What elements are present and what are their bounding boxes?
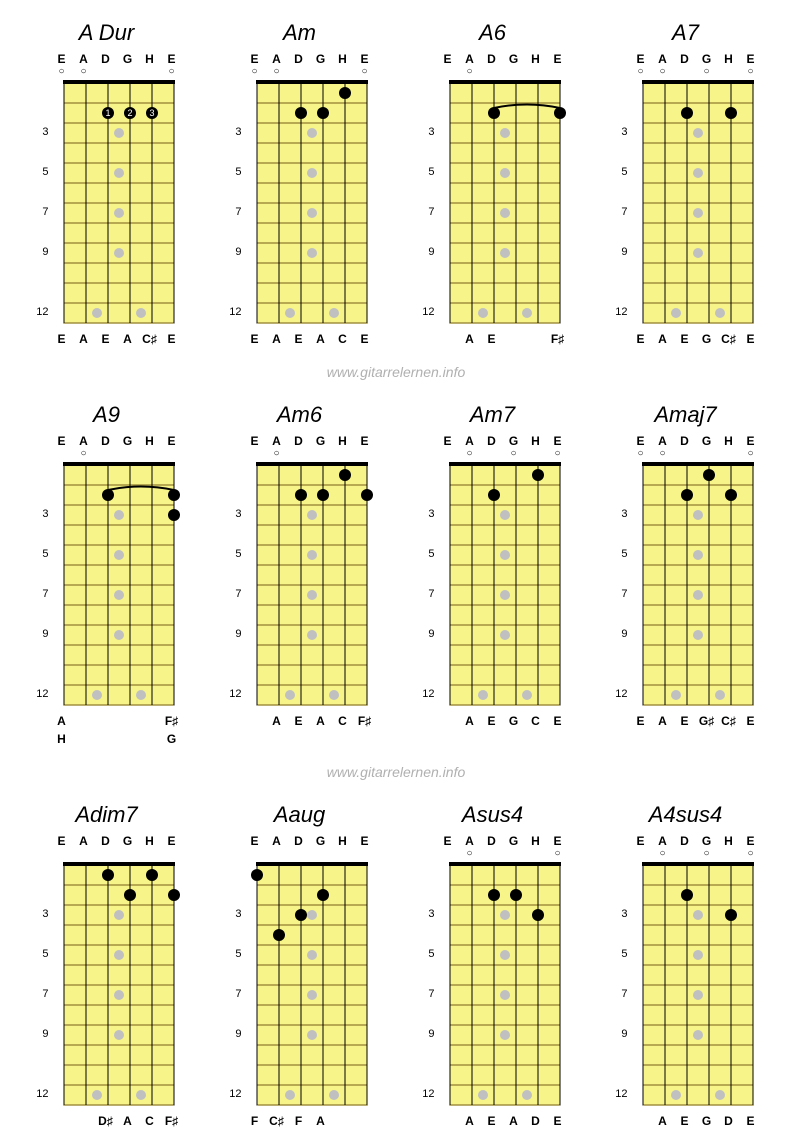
fretboard bbox=[53, 460, 185, 710]
note-labels: EAEGC♯E bbox=[600, 332, 772, 346]
tuning-labels: EADGHE bbox=[600, 52, 772, 66]
fretboard bbox=[439, 860, 571, 1110]
open-string-row: ○○○○ bbox=[600, 66, 772, 76]
fretboard bbox=[246, 460, 378, 710]
fretboard bbox=[246, 860, 378, 1110]
open-string-row bbox=[21, 848, 193, 858]
fret-numbers: 357912 bbox=[415, 78, 439, 318]
fretboard bbox=[53, 860, 185, 1110]
note-labels: AEGCE bbox=[407, 714, 579, 728]
chord-title: Am7 bbox=[470, 402, 515, 428]
fret-numbers: 357912 bbox=[222, 860, 246, 1100]
svg-text:2: 2 bbox=[127, 108, 132, 118]
tuning-labels: EADGHE bbox=[407, 434, 579, 448]
open-string-row: ○○○ bbox=[600, 848, 772, 858]
note-labels: AEADE bbox=[407, 1114, 579, 1128]
open-string-row: ○○○ bbox=[600, 448, 772, 458]
fret-numbers: 357912 bbox=[608, 78, 632, 318]
chord-diagram: Asus4 EADGHE○○ 357912 AEADE bbox=[406, 802, 579, 1128]
chord-diagram: Am6 EADGHE○ 357912 AEACF♯ bbox=[213, 402, 386, 746]
open-string-row: ○○○ bbox=[21, 66, 193, 76]
chord-diagram: A4sus4 EADGHE○○○ 357912 AEGDE bbox=[599, 802, 772, 1128]
tuning-labels: EADGHE bbox=[600, 434, 772, 448]
svg-text:3: 3 bbox=[149, 108, 154, 118]
watermark: www.gitarrelernen.info bbox=[20, 764, 772, 780]
note-labels: AEACF♯ bbox=[214, 714, 386, 728]
tuning-labels: EADGHE bbox=[21, 434, 193, 448]
tuning-labels: EADGHE bbox=[214, 834, 386, 848]
fretboard bbox=[439, 78, 571, 328]
fretboard bbox=[632, 460, 764, 710]
open-string-row: ○○○ bbox=[407, 448, 579, 458]
note-labels: AEGDE bbox=[600, 1114, 772, 1128]
tuning-labels: EADGHE bbox=[407, 834, 579, 848]
chord-title: Am bbox=[283, 20, 316, 46]
chord-title: Adim7 bbox=[75, 802, 137, 828]
chord-diagram: A Dur EADGHE○○○ 357912 1 2 3 EAEAC♯E bbox=[20, 20, 193, 346]
fretboard bbox=[439, 460, 571, 710]
open-string-row: ○○○ bbox=[214, 66, 386, 76]
chord-title: A9 bbox=[93, 402, 120, 428]
chord-title: A Dur bbox=[79, 20, 134, 46]
chord-title: Am6 bbox=[277, 402, 322, 428]
open-string-row: ○○ bbox=[407, 848, 579, 858]
fretboard bbox=[632, 78, 764, 328]
chord-diagram: A7 EADGHE○○○○ 357912 EAEGC♯E bbox=[599, 20, 772, 346]
chord-title: Asus4 bbox=[462, 802, 523, 828]
note-labels: AEF♯ bbox=[407, 332, 579, 346]
chord-title: A4sus4 bbox=[649, 802, 722, 828]
open-string-row: ○ bbox=[21, 448, 193, 458]
fret-numbers: 357912 bbox=[222, 78, 246, 318]
fretboard bbox=[246, 78, 378, 328]
tuning-labels: EADGHE bbox=[600, 834, 772, 848]
open-string-row: ○ bbox=[407, 66, 579, 76]
chord-diagram: Aaug EADGHE 357912 FC♯FA bbox=[213, 802, 386, 1128]
svg-text:1: 1 bbox=[105, 108, 110, 118]
chord-diagram: Am EADGHE○○○ 357912 EAEACE bbox=[213, 20, 386, 346]
note-labels: EAEG♯C♯E bbox=[600, 714, 772, 728]
note-labels: AF♯ bbox=[21, 714, 193, 728]
note-labels: EAEAC♯E bbox=[21, 332, 193, 346]
fretboard: 1 2 3 bbox=[53, 78, 185, 328]
fret-numbers: 357912 bbox=[29, 78, 53, 318]
tuning-labels: EADGHE bbox=[21, 834, 193, 848]
chord-title: Aaug bbox=[274, 802, 325, 828]
tuning-labels: EADGHE bbox=[214, 52, 386, 66]
chord-diagram: A6 EADGHE○ 357912 AEF♯ bbox=[406, 20, 579, 346]
note-labels-2: HG bbox=[21, 732, 193, 746]
note-labels: D♯ACF♯ bbox=[21, 1114, 193, 1128]
open-string-row bbox=[214, 848, 386, 858]
chord-title: Amaj7 bbox=[654, 402, 716, 428]
fret-numbers: 357912 bbox=[415, 860, 439, 1100]
chord-title: A6 bbox=[479, 20, 506, 46]
fret-numbers: 357912 bbox=[415, 460, 439, 700]
fret-numbers: 357912 bbox=[608, 860, 632, 1100]
chord-diagram: Amaj7 EADGHE○○○ 357912 EAEG♯C♯E bbox=[599, 402, 772, 746]
chord-title: A7 bbox=[672, 20, 699, 46]
open-string-row: ○ bbox=[214, 448, 386, 458]
fret-numbers: 357912 bbox=[29, 460, 53, 700]
tuning-labels: EADGHE bbox=[21, 52, 193, 66]
chord-diagram: Adim7 EADGHE 357912 D♯ACF♯ bbox=[20, 802, 193, 1128]
fret-numbers: 357912 bbox=[29, 860, 53, 1100]
fret-numbers: 357912 bbox=[608, 460, 632, 700]
fretboard bbox=[632, 860, 764, 1110]
note-labels: EAEACE bbox=[214, 332, 386, 346]
note-labels: FC♯FA bbox=[214, 1114, 386, 1128]
chord-diagram: Am7 EADGHE○○○ 357912 AEGCE bbox=[406, 402, 579, 746]
fret-numbers: 357912 bbox=[222, 460, 246, 700]
watermark: www.gitarrelernen.info bbox=[20, 364, 772, 380]
chord-diagram: A9 EADGHE○ 357912 AF♯ HG bbox=[20, 402, 193, 746]
tuning-labels: EADGHE bbox=[407, 52, 579, 66]
tuning-labels: EADGHE bbox=[214, 434, 386, 448]
